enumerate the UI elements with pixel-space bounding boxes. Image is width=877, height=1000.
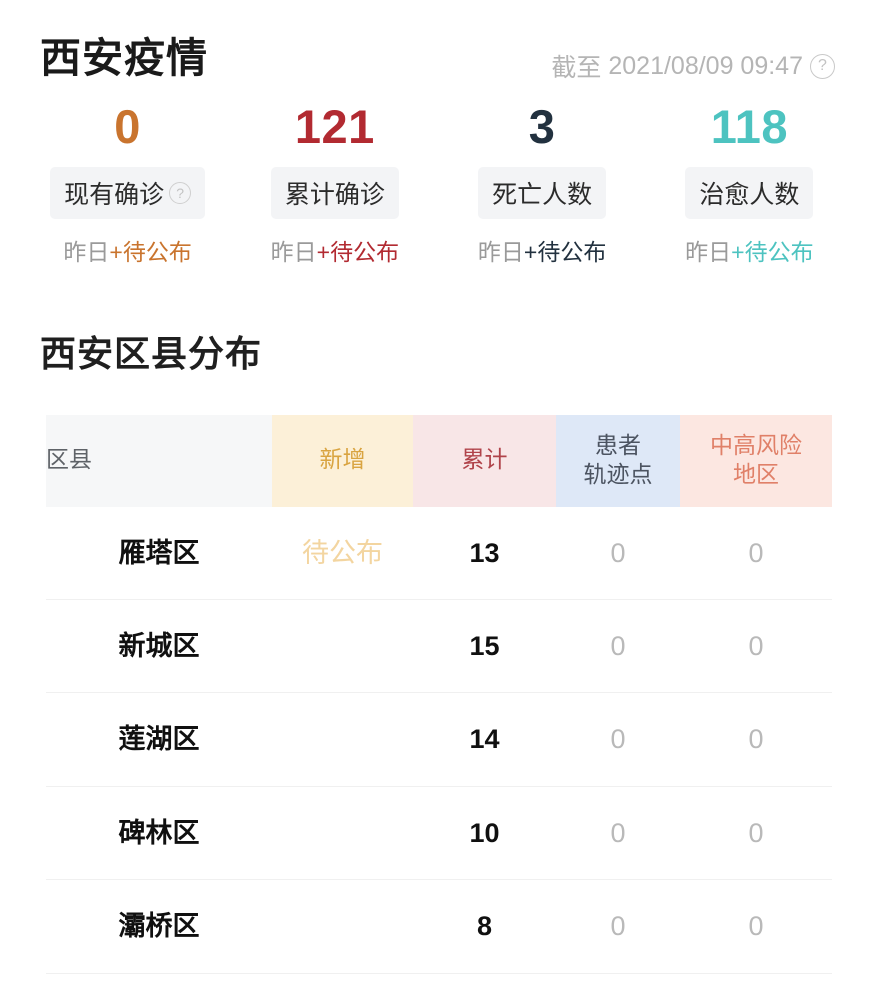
cell-total-cases: 13 xyxy=(413,506,556,601)
question-mark-circle-icon[interactable]: ? xyxy=(810,53,835,79)
stat-label-pill: 死亡人数 xyxy=(478,166,607,219)
stat-card-current-confirmed: 0 现有确诊 ? 昨日+待公布 xyxy=(24,98,231,267)
cell-region: 莲湖区 xyxy=(46,692,272,787)
cell-region: 雁塔区 xyxy=(46,506,272,601)
stat-label: 现有确诊 xyxy=(64,180,165,209)
cell-risk-areas: 0 xyxy=(680,786,832,881)
page-title: 西安疫情 xyxy=(40,35,208,82)
column-header-line-1: 中高风险 xyxy=(710,431,802,458)
district-distribution-table: 区县 新增 累计 患者 轨迹点 中高风险 地区 雁塔区 待公布 xyxy=(46,414,832,974)
stat-value: 3 xyxy=(528,100,556,153)
stat-change-value: +待公布 xyxy=(731,238,814,265)
cell-new-cases xyxy=(272,692,413,787)
table-row[interactable]: 灞桥区 8 0 0 xyxy=(46,879,832,974)
cell-region: 新城区 xyxy=(46,599,272,694)
cell-new-cases xyxy=(272,879,413,974)
table-header: 区县 新增 累计 患者 轨迹点 中高风险 地区 xyxy=(46,414,832,507)
column-header-total-cases[interactable]: 累计 xyxy=(413,414,556,507)
stat-label: 累计确诊 xyxy=(284,180,385,209)
cell-new-cases xyxy=(272,599,413,694)
stat-change-value: +待公布 xyxy=(316,238,400,265)
stat-change: 昨日+待公布 xyxy=(685,233,813,267)
cell-risk-areas: 0 xyxy=(680,506,832,601)
cell-risk-areas: 0 xyxy=(680,599,832,694)
table-row[interactable]: 雁塔区 待公布 13 0 0 xyxy=(46,506,832,601)
cell-risk-areas: 0 xyxy=(680,879,832,974)
column-header-new-cases[interactable]: 新增 xyxy=(272,414,413,507)
district-table-container: 区县 新增 累计 患者 轨迹点 中高风险 地区 雁塔区 待公布 xyxy=(0,377,877,974)
stat-value: 0 xyxy=(114,100,141,153)
cell-total-cases: 8 xyxy=(413,879,556,974)
stat-change-value: +待公布 xyxy=(523,238,607,265)
stat-label-pill: 治愈人数 xyxy=(685,166,814,219)
cell-region: 灞桥区 xyxy=(46,879,272,974)
stat-change-prefix: 昨日 xyxy=(477,238,524,265)
table-row[interactable]: 碑林区 10 0 0 xyxy=(46,786,832,881)
last-updated: 截至 2021/08/09 09:47 ? xyxy=(551,34,835,84)
updated-timestamp: 2021/08/09 09:47 xyxy=(608,51,803,80)
cell-region: 碑林区 xyxy=(46,786,272,881)
cell-total-cases: 15 xyxy=(413,599,556,694)
stat-label-pill: 现有确诊 ? xyxy=(50,166,206,219)
table-row[interactable]: 新城区 15 0 0 xyxy=(46,599,832,694)
column-header-line-2: 地区 xyxy=(733,460,779,487)
stat-change-value: +待公布 xyxy=(109,238,192,265)
cell-total-cases: 10 xyxy=(413,786,556,881)
stat-value: 121 xyxy=(294,100,375,153)
cell-total-cases: 14 xyxy=(413,692,556,787)
stat-value: 118 xyxy=(710,100,789,153)
cell-track-points: 0 xyxy=(556,599,680,694)
stat-change: 昨日+待公布 xyxy=(271,233,399,267)
stat-card-total-confirmed: 121 累计确诊 昨日+待公布 xyxy=(231,98,438,267)
table-header-row: 区县 新增 累计 患者 轨迹点 中高风险 地区 xyxy=(46,414,832,507)
cell-new-cases xyxy=(272,786,413,881)
column-header-patient-track-points[interactable]: 患者 轨迹点 xyxy=(556,414,680,507)
table-body: 雁塔区 待公布 13 0 0 新城区 15 0 0 莲湖区 14 xyxy=(46,506,832,974)
stat-change-prefix: 昨日 xyxy=(63,238,110,265)
column-header-line-2: 轨迹点 xyxy=(583,460,653,487)
stat-change-prefix: 昨日 xyxy=(685,238,732,265)
stat-label: 治愈人数 xyxy=(699,180,800,209)
page-header: 西安疫情 截至 2021/08/09 09:47 ? xyxy=(0,0,877,84)
stat-label-pill: 累计确诊 xyxy=(270,166,399,219)
stat-card-recovered: 118 治愈人数 昨日+待公布 xyxy=(646,98,853,267)
stat-change: 昨日+待公布 xyxy=(478,233,606,267)
cell-track-points: 0 xyxy=(556,879,680,974)
cell-track-points: 0 xyxy=(556,506,680,601)
column-header-region[interactable]: 区县 xyxy=(46,414,272,507)
cell-track-points: 0 xyxy=(556,692,680,787)
stat-label: 死亡人数 xyxy=(492,180,593,209)
cell-risk-areas: 0 xyxy=(680,692,832,787)
table-row[interactable]: 莲湖区 14 0 0 xyxy=(46,692,832,787)
column-header-line-1: 患者 xyxy=(595,431,641,458)
updated-prefix-label: 截至 xyxy=(551,54,602,82)
stat-card-deaths: 3 死亡人数 昨日+待公布 xyxy=(439,98,646,267)
section-title-district-distribution: 西安区县分布 xyxy=(40,332,263,374)
summary-stats: 0 现有确诊 ? 昨日+待公布 121 累计确诊 昨日+待公布 3 死亡人数 xyxy=(0,84,877,267)
question-mark-circle-icon[interactable]: ? xyxy=(169,181,192,204)
stat-change-prefix: 昨日 xyxy=(270,238,317,265)
stat-change: 昨日+待公布 xyxy=(63,233,191,267)
cell-track-points: 0 xyxy=(556,786,680,881)
column-header-risk-areas[interactable]: 中高风险 地区 xyxy=(680,414,832,507)
cell-new-cases: 待公布 xyxy=(272,506,413,601)
